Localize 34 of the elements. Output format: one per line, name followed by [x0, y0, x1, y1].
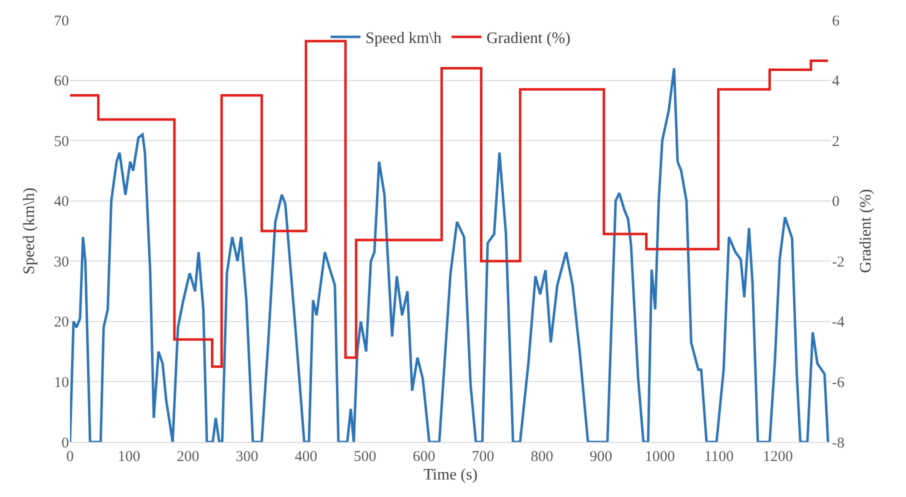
y2-tick-label: 4 [832, 74, 840, 90]
y-tick-label: 10 [54, 374, 69, 391]
x-tick-label: 1100 [704, 449, 734, 465]
legend-label: Speed km\h [366, 30, 442, 48]
x-tick-label: 700 [472, 449, 494, 465]
x-tick-label: 200 [176, 449, 200, 465]
line-series [70, 66, 830, 442]
y-tick-label: 40 [54, 194, 69, 210]
y2-tick-label: 0 [832, 194, 840, 210]
y-tick-label: 0 [62, 435, 69, 452]
x-tick-label: 1200 [762, 449, 793, 465]
y-tick-label: 70 [54, 13, 69, 30]
y-tick-label: 30 [54, 254, 69, 270]
x-tick-label: 300 [236, 449, 258, 465]
y-tick-label: 50 [54, 134, 69, 150]
x-tick-label: 400 [294, 449, 318, 465]
y2-tick-label: 6 [832, 13, 840, 30]
y2-axis-title: Gradient (%) [858, 189, 875, 273]
x-tick-label: 800 [530, 449, 554, 465]
y2-tick-label: -8 [832, 435, 844, 452]
y2-tick-label: 2 [832, 134, 840, 150]
x-tick-label: 100 [118, 449, 140, 465]
x-tick-label: 500 [354, 449, 376, 465]
y-tick-label: 20 [54, 314, 69, 331]
x-tick-label: 1000 [644, 449, 675, 465]
x-tick-label: 600 [412, 449, 436, 465]
x-tick-label: 900 [590, 449, 612, 465]
y2-tick-label: -6 [832, 374, 845, 391]
legend-label: Gradient (%) [486, 30, 570, 48]
y-tick-label: 60 [54, 74, 69, 90]
y2-tick-label: -4 [832, 314, 845, 331]
y-axis-title: Speed (km\h) [20, 188, 38, 274]
y2-tick-label: -2 [832, 254, 844, 270]
x-axis-title: Time (s) [423, 466, 478, 484]
